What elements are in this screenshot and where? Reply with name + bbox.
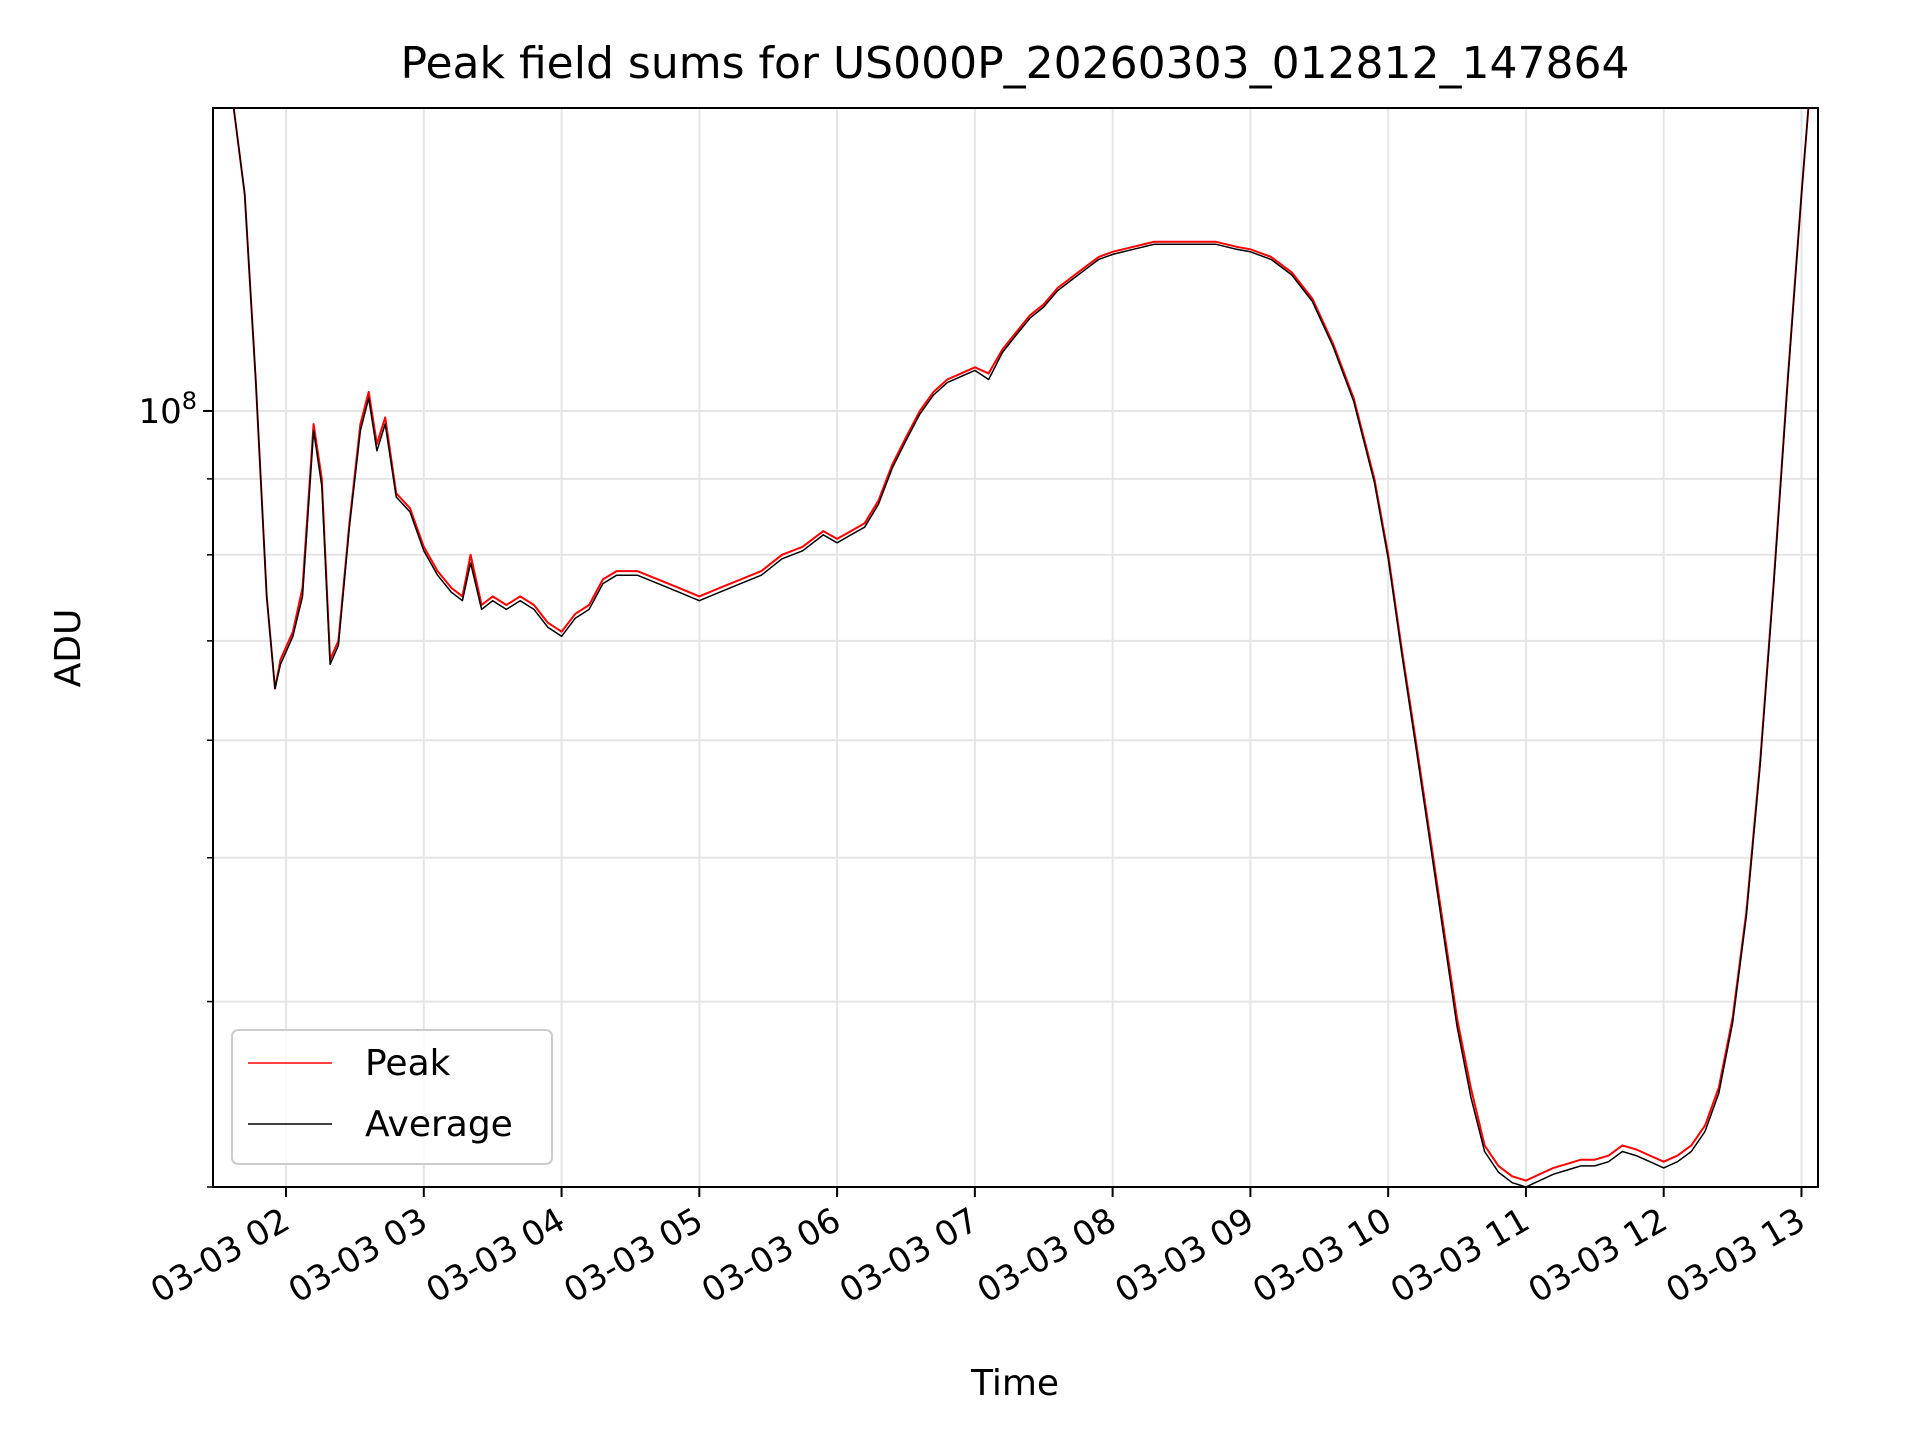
legend-label-peak: Peak (365, 1043, 451, 1084)
legend-label-average: Average (365, 1104, 513, 1145)
y-tick-label: 108 (138, 387, 197, 432)
series-line-average (213, 108, 1818, 1187)
x-axis-label: Time (970, 1363, 1059, 1404)
series-line-peak (213, 108, 1818, 1182)
legend: Peak Average (231, 1029, 553, 1165)
chart-title: Peak field sums for US000P_20260303_0128… (401, 38, 1630, 89)
grid (213, 108, 1818, 1188)
axes-frame (212, 107, 1819, 1188)
plot-area (213, 108, 1818, 1187)
y-axis-label: ADU (48, 609, 89, 688)
